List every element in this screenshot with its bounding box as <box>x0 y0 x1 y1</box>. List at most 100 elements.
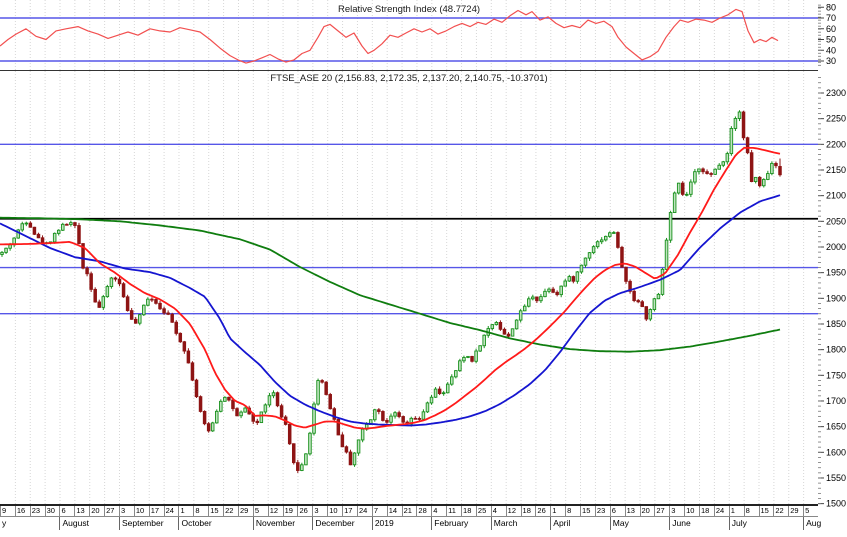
axis-tick-label: 2150 <box>826 165 846 175</box>
week-tick-label: 27 <box>104 506 119 517</box>
week-tick-label: 8 <box>565 506 580 517</box>
week-tick-label: 29 <box>237 506 253 517</box>
axis-tick-label: 2000 <box>826 242 846 252</box>
week-tick-label: 26 <box>535 506 550 517</box>
week-tick-label: 15 <box>208 506 223 517</box>
week-tick-label: 4 <box>490 506 506 517</box>
month-label: October <box>178 517 252 530</box>
week-tick-label: 13 <box>74 506 89 517</box>
axis-tick-label: 1900 <box>826 293 846 303</box>
time-axis-week-labels: 9 16 23 30 6 13 20 27 3 10 17 24 1 8 15 22 29 5 12 19 26 3 10 1… <box>0 505 818 517</box>
price-panel-plot-area[interactable] <box>0 71 818 505</box>
week-tick-label: 18 <box>461 506 476 517</box>
axis-tick-label: 2100 <box>826 191 846 201</box>
week-tick-label: 3 <box>669 506 684 517</box>
month-label: Aug <box>803 517 821 530</box>
time-axis-month-labels: y August September October November December 2… <box>0 517 829 531</box>
week-tick-label: 8 <box>193 506 208 517</box>
month-label: April <box>550 517 609 530</box>
week-tick-label: 21 <box>401 506 417 517</box>
week-tick-label: 3 <box>118 506 134 517</box>
value-axis: 80 70 60 50 40 30 2300 2250 2200 2150 2100 2050 2000… <box>818 0 847 537</box>
week-tick-label: 17 <box>342 506 357 517</box>
axis-tick-label: 1850 <box>826 319 846 329</box>
week-tick-label: 8 <box>743 506 759 517</box>
axis-tick-label: 80 <box>826 2 836 12</box>
axis-tick-label: 50 <box>826 35 836 45</box>
week-tick-label: 4 <box>431 506 446 517</box>
week-tick-label: 5 <box>252 506 268 517</box>
week-tick-label: 13 <box>624 506 640 517</box>
month-label: July <box>728 517 803 530</box>
week-tick-label: 3 <box>312 506 327 517</box>
week-tick-label: 10 <box>133 506 149 517</box>
week-tick-label: 29 <box>788 506 803 517</box>
month-label: May <box>609 517 669 530</box>
rsi-plot-canvas <box>0 0 818 71</box>
axis-tick-label: 1750 <box>826 370 846 380</box>
week-tick-label: 25 <box>475 506 491 517</box>
axis-tick-label: 2300 <box>826 88 846 98</box>
week-tick-label: 20 <box>639 506 655 517</box>
month-label: y <box>2 518 7 528</box>
week-tick-label: 30 <box>44 506 60 517</box>
week-tick-label: 1 <box>178 506 193 517</box>
week-tick-label: 28 <box>416 506 431 517</box>
axis-tick-label: 1500 <box>826 499 846 509</box>
week-tick-label: 23 <box>29 506 45 517</box>
week-tick-label: 5 <box>803 506 818 517</box>
month-label: December <box>312 517 371 530</box>
week-tick-label: 6 <box>59 506 74 517</box>
axis-tick-label: 1550 <box>826 473 846 483</box>
month-label: November <box>252 517 312 530</box>
week-tick-label: 18 <box>520 506 536 517</box>
week-tick-label: 20 <box>89 506 104 517</box>
week-tick-label: 24 <box>713 506 729 517</box>
axis-tick-label: 40 <box>826 45 836 55</box>
month-label: February <box>431 517 490 530</box>
week-tick-label: 16 <box>14 506 30 517</box>
week-tick-label: 11 <box>446 506 461 517</box>
week-tick-label: 18 <box>699 506 714 517</box>
week-tick-label: 22 <box>773 506 788 517</box>
axis-tick-label: 2200 <box>826 139 846 149</box>
axis-tick-label: 1800 <box>826 345 846 355</box>
week-tick-label: 24 <box>356 506 372 517</box>
week-tick-label: 12 <box>505 506 521 517</box>
week-tick-label: 23 <box>594 506 610 517</box>
axis-tick-label: 2050 <box>826 216 846 226</box>
axis-tick-label: 1950 <box>826 268 846 278</box>
price-plot-canvas <box>0 71 818 505</box>
axis-tick-label: 1650 <box>826 422 846 432</box>
week-tick-label: 10 <box>327 506 342 517</box>
week-tick-label: 9 <box>0 506 15 517</box>
week-tick-label: 27 <box>654 506 669 517</box>
month-label: June <box>669 517 728 530</box>
month-label: August <box>59 517 118 530</box>
week-tick-label: 15 <box>580 506 595 517</box>
week-tick-label: 6 <box>609 506 625 517</box>
week-tick-label: 17 <box>148 506 164 517</box>
month-label: 2019 <box>371 517 431 530</box>
week-tick-label: 26 <box>297 506 312 517</box>
week-tick-label: 7 <box>371 506 387 517</box>
month-label: September <box>118 517 178 530</box>
axis-tick-label: 60 <box>826 24 836 34</box>
axis-tick-label: 2250 <box>826 114 846 124</box>
week-tick-label: 19 <box>282 506 298 517</box>
week-tick-label: 1 <box>550 506 565 517</box>
week-tick-label: 14 <box>386 506 402 517</box>
week-tick-label: 22 <box>223 506 238 517</box>
rsi-panel-plot-area[interactable] <box>0 0 818 71</box>
week-tick-label: 10 <box>684 506 699 517</box>
axis-tick-label: 70 <box>826 13 836 23</box>
month-label: March <box>490 517 550 530</box>
axis-tick-label: 1600 <box>826 447 846 457</box>
week-tick-label: 24 <box>163 506 179 517</box>
week-tick-label: 15 <box>758 506 774 517</box>
week-tick-label: 1 <box>728 506 744 517</box>
axis-tick-label: 30 <box>826 56 836 66</box>
axis-tick-label: 1700 <box>826 396 846 406</box>
